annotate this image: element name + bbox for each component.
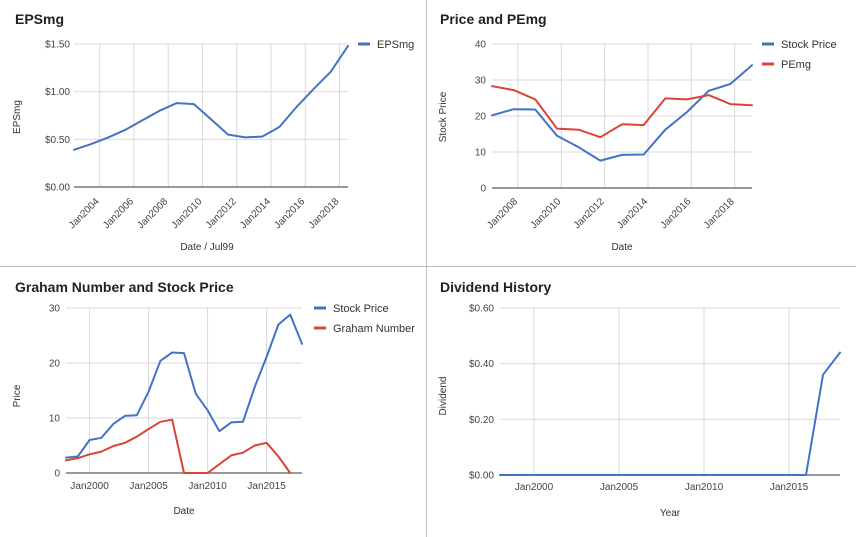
y-tick-label: 10 [49, 414, 61, 425]
x-tick-label: Jan2014 [238, 196, 273, 231]
chart-title: EPSmg [15, 11, 64, 27]
y-tick-label: 20 [49, 359, 61, 370]
y-axis-label: Stock Price [438, 91, 449, 142]
x-tick-label: Jan2005 [600, 482, 639, 493]
y-tick-label: $0.00 [469, 471, 494, 482]
graham-chart-panel: 0 10 20 30 Jan2000 Jan2005 Jan2010 Jan2015 Graha… [2, 268, 425, 534]
horizontal-divider [0, 266, 856, 267]
x-tick-label: Jan2008 [135, 196, 170, 231]
y-tick-label: $1.50 [45, 40, 70, 51]
dividend-chart: $0.00 $0.20 $0.40 $0.60 Jan2000 Jan2005 Jan201… [438, 279, 841, 519]
x-tick-label: Jan2018 [702, 196, 737, 231]
x-tick-label: Jan2000 [515, 482, 554, 493]
y-tick-label: 10 [475, 148, 487, 159]
x-tick-label: Jan2016 [272, 196, 307, 231]
y-tick-label: 30 [49, 304, 61, 315]
x-tick-label: Jan2005 [129, 481, 168, 492]
dividend-series-line [499, 351, 841, 476]
y-tick-label: 40 [475, 40, 487, 51]
x-tick-label: Jan2010 [529, 196, 564, 231]
y-tick-label: 0 [480, 184, 486, 195]
chart-title: Graham Number and Stock Price [15, 279, 234, 295]
y-tick-label: $0.40 [469, 359, 494, 370]
x-tick-label: Jan2014 [615, 196, 650, 231]
vertical-divider [426, 0, 427, 537]
x-tick-label: Jan2006 [101, 196, 136, 231]
legend-entry-stock-price: Stock Price [333, 303, 389, 315]
chart-title: Price and PEmg [440, 11, 547, 27]
stock-price-series-line [65, 313, 303, 459]
x-tick-label: Jan2010 [188, 481, 227, 492]
x-tick-label: Jan2016 [659, 196, 694, 231]
x-tick-label: Jan2004 [67, 196, 102, 231]
price-pe-chart-panel: 0 10 20 30 40 Jan2008 Jan2010 Jan2012 Jan2014 Jan… [428, 2, 854, 264]
y-tick-label: $0.60 [469, 304, 494, 315]
x-tick-label: Jan2018 [307, 196, 342, 231]
eps-chart-panel: $0.00 $0.50 $1.00 $1.50 Jan2004 Jan2006 Jan200… [2, 2, 425, 264]
legend-entry-pemg: PEmg [781, 59, 811, 71]
y-tick-label: $0.50 [45, 135, 70, 146]
x-tick-label: Jan2015 [247, 481, 286, 492]
epsmg-series-line [73, 44, 349, 151]
x-tick-label: Jan2000 [70, 481, 109, 492]
x-tick-label: Jan2010 [685, 482, 724, 493]
y-tick-label: 0 [54, 469, 60, 480]
graham-chart: 0 10 20 30 Jan2000 Jan2005 Jan2010 Jan2015 Graha… [12, 279, 415, 517]
y-tick-label: $0.20 [469, 415, 494, 426]
x-axis-label: Year [660, 508, 681, 519]
pemg-series-line [491, 85, 753, 139]
y-tick-label: 30 [475, 76, 487, 87]
y-tick-label: $1.00 [45, 87, 70, 98]
x-tick-label: Jan2012 [572, 196, 607, 231]
x-tick-label: Jan2012 [204, 196, 239, 231]
y-axis-label: Dividend [438, 377, 449, 416]
x-tick-label: Jan2010 [170, 196, 205, 231]
stock-price-series-line [491, 64, 753, 162]
x-tick-label: Jan2008 [485, 196, 520, 231]
dividend-chart-panel: $0.00 $0.20 $0.40 $0.60 Jan2000 Jan2005 Jan201… [428, 268, 854, 534]
y-tick-label: 20 [475, 112, 487, 123]
y-axis-label: Price [12, 384, 23, 407]
eps-chart: $0.00 $0.50 $1.00 $1.50 Jan2004 Jan2006 Jan200… [12, 11, 414, 253]
legend-entry-epsmg: EPSmg [377, 39, 414, 51]
y-tick-label: $0.00 [45, 183, 70, 194]
legend-entry-graham-number: Graham Number [333, 323, 415, 335]
graham-number-series-line [65, 418, 292, 474]
x-axis-label: Date [173, 506, 195, 517]
y-axis-label: EPSmg [12, 100, 23, 134]
x-axis-label: Date [611, 242, 633, 253]
legend-entry-stock-price: Stock Price [781, 39, 837, 51]
x-axis-label: Date / Jul99 [180, 242, 234, 253]
chart-title: Dividend History [440, 279, 551, 295]
x-tick-label: Jan2015 [770, 482, 809, 493]
price-pe-chart: 0 10 20 30 40 Jan2008 Jan2010 Jan2012 Jan2014 Jan… [438, 11, 837, 253]
